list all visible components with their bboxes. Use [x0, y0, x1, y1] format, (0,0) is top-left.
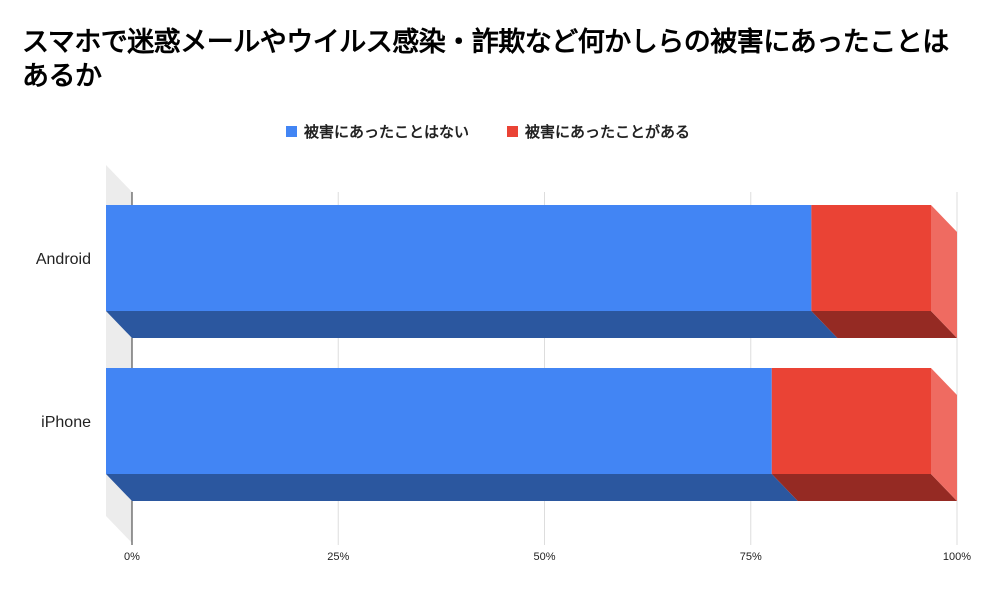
- x-tick-label: 25%: [327, 551, 349, 563]
- bar-depth-face: [771, 474, 957, 501]
- bar-damaged: [811, 205, 931, 311]
- x-tick-label: 0%: [124, 551, 140, 563]
- legend-label-damaged: 被害にあったことがある: [525, 123, 691, 141]
- bar-depth-face: [106, 474, 798, 501]
- legend-swatch-damaged: [507, 126, 518, 137]
- legend-item-no-damage: 被害にあったことはない: [286, 121, 469, 142]
- legend-label-no-damage: 被害にあったことはない: [304, 123, 470, 141]
- bar-end-face: [931, 205, 957, 338]
- category-label: Android: [36, 251, 91, 268]
- chart-title: スマホで迷惑メールやウイルス感染・詐欺など何かしらの被害にあったことはあるか: [22, 27, 949, 92]
- bar-no-damage: [106, 368, 772, 474]
- bar-depth-face: [106, 311, 838, 338]
- bar-end-face: [931, 368, 957, 501]
- legend-item-damaged: 被害にあったことがある: [507, 121, 690, 142]
- legend-swatch-no-damage: [286, 126, 297, 137]
- bar-no-damage: [106, 205, 812, 311]
- x-tick-label: 50%: [533, 551, 555, 563]
- x-tick-label: 75%: [740, 551, 762, 563]
- category-label: iPhone: [41, 414, 91, 431]
- x-tick-label: 100%: [943, 551, 971, 563]
- bar-depth-face: [811, 311, 957, 338]
- legend: 被害にあったことはない 被害にあったことがある: [0, 121, 987, 141]
- bar-damaged: [771, 368, 931, 474]
